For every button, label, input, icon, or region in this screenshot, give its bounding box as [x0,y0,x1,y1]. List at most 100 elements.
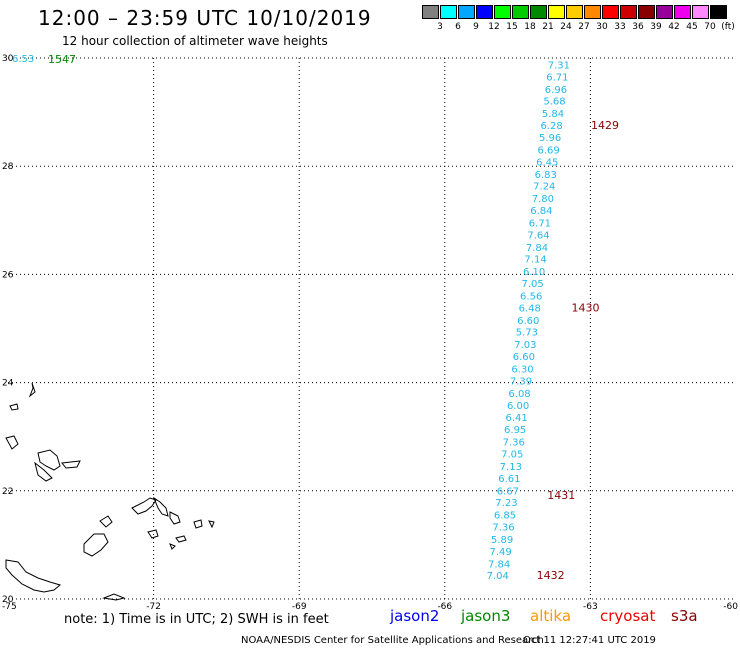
legend-label: 9 [473,22,479,32]
wave-height-track: 7.316.716.965.685.846.285.966.696.456.83… [12,53,619,582]
lon-tick-label: -72 [146,602,161,612]
satellite-jason2: jason2 [390,607,440,625]
legend-label: 42 [668,22,680,32]
swh-label: 6.69 [538,145,560,156]
island-outline [169,511,181,525]
swh-label: 5.96 [539,133,561,144]
lon-tick-label: -63 [583,602,598,612]
legend-label: 18 [524,22,536,32]
legend-swatch [620,5,637,19]
swh-label: 6.61 [498,474,520,485]
island-outline [9,403,19,411]
legend-swatch [422,5,439,19]
legend-label: 45 [686,22,698,32]
swh-label: 6.60 [517,316,539,327]
lon-tick-label: -69 [292,602,307,612]
satellite-cryosat: cryosat [600,607,656,625]
legend-swatch [656,5,673,19]
lon-tick-label: -75 [2,602,17,612]
lat-tick-label: 28 [2,162,14,172]
legend-label: 39 [650,22,662,32]
swh-label: 6.71 [529,218,551,229]
island-outline [83,533,109,557]
island-outline [175,535,187,543]
swh-label: 6.60 [513,352,535,363]
lat-tick-label: 20 [2,595,14,605]
legend-label: 36 [632,22,644,32]
swh-label: 7.04 [487,571,509,582]
corner-time-label: 1547 [48,53,76,66]
swh-label: 6.41 [505,413,527,424]
legend-swatch [710,5,727,19]
island-outline [102,593,126,601]
swh-label: 6.30 [511,365,533,376]
island-outline [61,460,81,469]
legend-swatch [602,5,619,19]
lon-tick-label: -66 [437,602,452,612]
legend-label: 12 [488,22,500,32]
island-outline [28,382,36,398]
swh-label: 7.24 [533,182,555,193]
swh-label: 6.00 [507,401,529,412]
island-outline [169,543,176,550]
swh-label: 7.36 [503,438,525,449]
swh-label: 5.89 [491,535,513,546]
lat-tick-label: 26 [2,270,14,280]
legend-label: 3 [437,22,443,32]
legend-swatch [512,5,529,19]
legend-label: 21 [542,22,554,32]
swh-label: 7.39 [510,376,532,387]
time-label: 1432 [537,569,565,582]
island-outline [208,520,215,529]
swh-label: 6.28 [540,121,562,132]
legend-swatch [440,5,457,19]
swh-label: 6.83 [535,170,557,181]
corner-swh-label: 6.53 [12,54,34,65]
credit-line: NOAA/NESDIS Center for Satellite Applica… [241,635,544,646]
island-outline [5,435,19,450]
footer-note: note: 1) Time is in UTC; 2) SWH is in fe… [64,612,329,627]
swh-label: 7.03 [514,340,536,351]
legend-swatch [584,5,601,19]
legend-unit: (ft) [721,22,735,32]
swh-label: 6.08 [508,389,530,400]
legend-swatch [548,5,565,19]
island-outline [193,519,203,529]
island-outline [147,529,159,539]
swh-label: 6.71 [546,72,568,83]
swh-label: 7.64 [527,230,549,241]
swh-label: 7.23 [495,498,517,509]
legend-label: 15 [506,22,518,32]
legend-swatch [674,5,691,19]
lat-tick-label: 30 [2,54,14,64]
swh-label: 7.36 [492,523,514,534]
swh-label: 6.56 [520,291,542,302]
island-outline [131,497,157,515]
swh-label: 7.05 [501,449,523,460]
swh-label: 5.73 [516,328,538,339]
island-outline [34,461,53,482]
legend-label: 70 [704,22,716,32]
legend-swatch [476,5,493,19]
swh-label: 7.14 [524,255,546,266]
legend-label: 27 [578,22,590,32]
legend-swatch [494,5,511,19]
swh-label: 6.45 [536,157,558,168]
lat-tick-label: 22 [2,487,13,497]
swh-label: 7.49 [489,547,511,558]
map-title: 12:00 – 23:59 UTC 10/10/2019 [38,6,372,30]
swh-label: 6.48 [519,303,541,314]
legend-label: 24 [560,22,572,32]
time-label: 1431 [547,489,575,502]
swh-label: 7.05 [522,279,544,290]
generated-timestamp: Oct 11 12:27:41 UTC 2019 [523,635,656,646]
swh-label: 5.84 [542,109,564,120]
swh-label: 5.68 [543,97,565,108]
swh-label: 6.84 [530,206,552,217]
swh-label: 6.67 [497,486,519,497]
legend-swatch [638,5,655,19]
lon-tick-label: -60 [723,602,738,612]
swh-label: 7.80 [532,194,554,205]
island-outline [5,559,62,593]
swh-label: 7.31 [548,60,570,71]
